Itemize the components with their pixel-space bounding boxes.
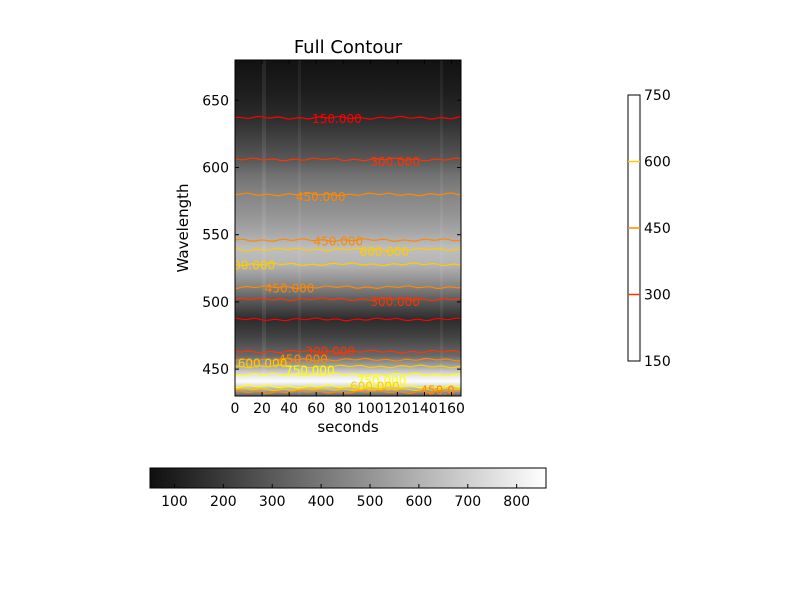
contour-line <box>235 317 461 322</box>
x-tick-label: 100 <box>357 401 384 417</box>
contour-label: 150.000 <box>312 112 362 126</box>
artifact-band <box>298 60 301 396</box>
contour-label: 600.000 <box>226 259 276 273</box>
contour-line <box>235 262 461 267</box>
chart-title: Full Contour <box>294 37 403 58</box>
contour-line <box>235 192 461 197</box>
x-tick-label: 20 <box>253 401 271 417</box>
image-colorbar-tick-label: 800 <box>503 494 530 510</box>
contour-label: 300.000 <box>370 295 420 309</box>
contour-colorbar-tick-label: 750 <box>644 88 671 104</box>
contour-line <box>235 115 461 120</box>
contour-line <box>235 384 461 389</box>
contour-label: 450.000 <box>265 281 315 295</box>
heatmap-vertical-artifacts <box>262 60 443 396</box>
heatmap-area: 150.000300.000450.000450.000600.000600.0… <box>226 59 462 398</box>
contour-line <box>235 357 461 362</box>
contour-label: 450.000 <box>313 234 363 248</box>
contour-line <box>235 387 461 392</box>
x-axis-label: seconds <box>317 418 378 436</box>
image-colorbar-tick-label: 700 <box>454 494 481 510</box>
contour-label: 600.000 <box>238 357 288 371</box>
contour-label: 450.000 <box>278 353 328 367</box>
contour-colorbar-tick-label: 150 <box>644 354 671 370</box>
contour-label: 600.000 <box>350 380 400 394</box>
y-axis: 450 500 550 600 650 <box>202 93 461 378</box>
contour-colorbar-tick-label: 600 <box>644 155 671 171</box>
x-tick-label: 40 <box>280 401 298 417</box>
contour-line <box>235 364 461 369</box>
x-tick-label: 60 <box>307 401 325 417</box>
x-tick-label: 140 <box>411 401 438 417</box>
contour-label: 300.000 <box>305 345 355 359</box>
image-colorbar: 100 200 300 400 500 600 700 800 <box>149 467 547 510</box>
contour-line <box>235 297 461 302</box>
contour-labels: 150.000300.000450.000450.000600.000600.0… <box>226 112 455 398</box>
contour-label: 300.000 <box>370 155 420 169</box>
image-colorbar-tick-label: 100 <box>161 494 188 510</box>
plot-frame <box>234 59 462 397</box>
image-colorbar-tick-label: 500 <box>357 494 384 510</box>
contour-colorbar-levels <box>628 160 640 296</box>
y-tick-label: 500 <box>202 295 229 311</box>
y-tick-label: 550 <box>202 228 229 244</box>
image-colorbar-tick-label: 600 <box>406 494 433 510</box>
x-tick-label: 0 <box>231 401 240 417</box>
artifact-band <box>440 60 443 396</box>
x-tick-label: 160 <box>438 401 465 417</box>
contour-label: 450.000 <box>296 190 346 204</box>
y-tick-label: 600 <box>202 161 229 177</box>
contour-line <box>235 389 461 394</box>
contour-colorbar-tick-label: 450 <box>644 221 671 237</box>
contour-label: 750.000 <box>357 374 407 388</box>
image-colorbar-tick-label: 400 <box>308 494 335 510</box>
x-tick-label: 80 <box>334 401 352 417</box>
contour-line <box>235 349 461 354</box>
contour-lines <box>235 115 461 394</box>
image-colorbar-box <box>149 467 547 489</box>
contour-line <box>235 157 461 162</box>
contour-line <box>235 285 461 290</box>
heatmap-image <box>235 60 461 396</box>
contour-line <box>235 247 461 252</box>
x-tick-label: 120 <box>384 401 411 417</box>
y-tick-label: 450 <box>202 362 229 378</box>
contour-line <box>235 238 461 243</box>
contour-label: 600.000 <box>360 245 410 259</box>
contour-label: 450.0 <box>420 384 454 398</box>
image-colorbar-ticks: 100 200 300 400 500 600 700 800 <box>161 484 530 510</box>
contour-colorbar-tick-label: 300 <box>644 288 671 304</box>
image-colorbar-tick-label: 300 <box>259 494 286 510</box>
y-tick-label: 650 <box>202 93 229 109</box>
image-colorbar-tick-label: 200 <box>210 494 237 510</box>
contour-label: 750.000 <box>285 363 335 377</box>
y-axis-label: Wavelength <box>174 184 192 273</box>
contour-colorbar-ticks: 150 300 450 600 750 <box>644 88 671 370</box>
artifact-band <box>262 60 266 396</box>
x-axis: 0 20 40 60 80 100 120 140 160 <box>231 60 465 417</box>
contour-line <box>235 372 461 377</box>
contour-colorbar: 150 300 450 600 750 <box>627 88 671 370</box>
